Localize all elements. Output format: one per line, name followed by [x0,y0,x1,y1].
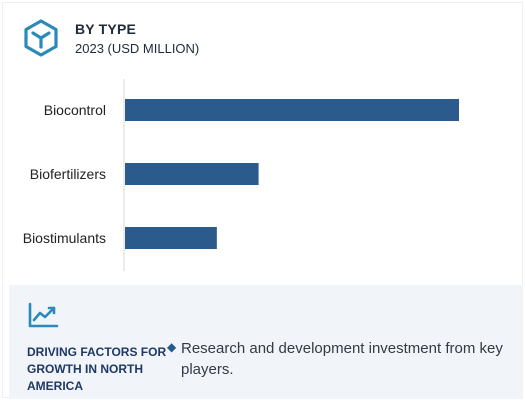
driving-factors-panel: DRIVING FACTORS FOR GROWTH IN NORTH AMER… [9,285,523,399]
driving-factors-title: DRIVING FACTORS FOR GROWTH IN NORTH AMER… [27,345,167,393]
bar-biostimulants [125,227,217,249]
bar-biofertilizers [125,163,259,185]
chart-subtitle: 2023 (USD MILLION) [75,41,200,56]
bullet-diamond-icon: ◆ [167,340,177,354]
bar-biocontrol [125,99,459,121]
bar-chart: Biocontrol Biofertilizers Biostimulants [23,79,459,271]
category-label: Biostimulants [23,230,106,246]
category-label: Biofertilizers [30,166,106,182]
chart-header: BY TYPE 2023 (USD MILLION) [23,15,503,65]
driving-factor-item: Research and development investment from… [181,340,503,378]
cube-icon [24,19,58,57]
chart-title: BY TYPE [75,21,137,37]
trend-line-icon [28,302,59,328]
category-label: Biocontrol [44,102,106,118]
